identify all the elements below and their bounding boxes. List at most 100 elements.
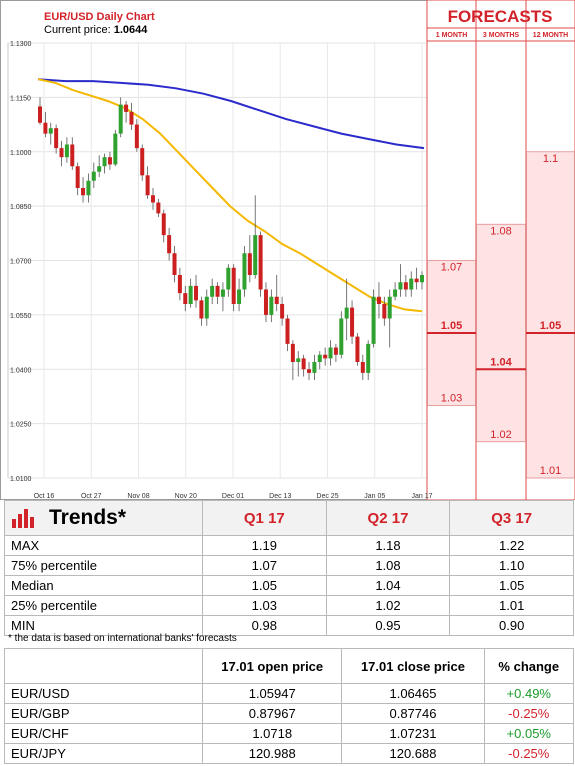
- y-tick-label: 1.0250: [10, 422, 32, 429]
- candle-body: [48, 128, 53, 134]
- value-cell: 1.03: [202, 595, 327, 616]
- value-cell: 1.22: [449, 535, 574, 556]
- y-tick-label: 1.1300: [10, 41, 32, 48]
- candle-body: [290, 343, 295, 362]
- row-label: 25% percentile: [4, 595, 203, 616]
- close-price: 1.07231: [341, 723, 485, 744]
- candle-body: [333, 347, 338, 355]
- current-price-label: Current price:: [44, 24, 114, 36]
- price-row: EUR/USD 1.05947 1.06465 +0.49%: [4, 683, 575, 704]
- pair-label: EUR/GBP: [4, 703, 203, 724]
- trends-table: Trends* Q1 17 Q2 17 Q3 17 MAX 1.19 1.18 1.2…: [4, 500, 574, 636]
- x-tick-label: Jan 17: [411, 493, 432, 500]
- candle-body: [64, 144, 69, 158]
- value-cell: 1.05: [202, 575, 327, 596]
- forecast-median-label: 1.05: [540, 320, 561, 332]
- forecast-high-label: 1.07: [441, 262, 462, 274]
- bar-chart-icon: [12, 509, 34, 529]
- candle-body: [307, 369, 312, 373]
- header-change: % change: [483, 648, 575, 684]
- value-cell: 1.19: [202, 535, 327, 556]
- forecast-median-label: 1.05: [441, 320, 462, 332]
- candle-body: [172, 253, 177, 275]
- trends-row-median: Median 1.05 1.04 1.05: [4, 575, 574, 596]
- candle-body: [263, 289, 268, 315]
- candle-body: [124, 104, 129, 112]
- trends-quarter-3: Q3 17: [449, 500, 574, 536]
- x-tick-label: Oct 16: [34, 493, 55, 500]
- candle-body: [371, 296, 376, 344]
- candle-body: [215, 285, 220, 297]
- candle-body: [339, 318, 344, 355]
- candle-body: [220, 289, 225, 297]
- candle-body: [403, 282, 408, 290]
- close-price: 0.87746: [341, 703, 485, 724]
- trends-row-min: MIN 0.98 0.95 0.90: [4, 615, 574, 636]
- forecast-high-label: 1.1: [543, 153, 558, 165]
- trends-quarter-2: Q2 17: [325, 500, 451, 536]
- trends-title: Trends*: [49, 506, 127, 529]
- candle-body: [269, 296, 274, 315]
- candle-body: [387, 296, 392, 319]
- candle-body: [204, 296, 209, 319]
- row-label: 75% percentile: [4, 555, 203, 576]
- candle-body: [194, 285, 199, 301]
- value-cell: 1.08: [325, 555, 451, 576]
- candle-body: [414, 278, 419, 283]
- value-cell: 0.98: [202, 615, 327, 636]
- candle-body: [376, 296, 381, 304]
- value-cell: 1.05: [449, 575, 574, 596]
- candle-body: [129, 111, 134, 125]
- trends-row-p75: 75% percentile 1.07 1.08 1.10: [4, 555, 574, 576]
- candle-body: [312, 362, 317, 373]
- row-label: MIN: [4, 615, 203, 636]
- trends-header-row: Trends* Q1 17 Q2 17 Q3 17: [4, 500, 574, 536]
- open-price: 1.05947: [201, 683, 343, 704]
- candle-body: [409, 278, 414, 290]
- header-open-price: 17.01 open price: [201, 648, 343, 684]
- candle-body: [183, 293, 188, 304]
- y-tick-label: 1.0700: [10, 259, 32, 266]
- current-price-line: Current price: 1.0644: [44, 24, 148, 36]
- price-row: EUR/JPY 120.988 120.688 -0.25%: [4, 743, 575, 764]
- candle-body: [75, 166, 80, 188]
- forecast-range-box: [476, 223, 526, 443]
- forecast-median-label: 1.04: [490, 356, 512, 368]
- value-cell: 1.10: [449, 555, 574, 576]
- value-cell: 1.01: [449, 595, 574, 616]
- candle-body: [91, 171, 96, 181]
- prices-header-row: 17.01 open price 17.01 close price % cha…: [4, 648, 575, 684]
- candle-body: [107, 157, 112, 165]
- candle-body: [134, 124, 139, 149]
- forecast-column-label: 12 MONTH: [533, 32, 568, 39]
- x-tick-label: Jan 05: [364, 493, 385, 500]
- change-value: -0.25%: [483, 743, 575, 764]
- candle-body: [355, 336, 360, 362]
- candle-body: [366, 343, 371, 373]
- forecast-range-box: [526, 151, 575, 479]
- candle-body: [70, 144, 75, 167]
- y-tick-label: 1.0550: [10, 313, 32, 320]
- candle-body: [323, 354, 328, 359]
- value-cell: 1.04: [325, 575, 451, 596]
- candle-body: [258, 235, 263, 290]
- price-row: EUR/GBP 0.87967 0.87746 -0.25%: [4, 703, 575, 724]
- forecast-low-label: 1.02: [490, 429, 511, 441]
- candle-body: [140, 148, 145, 176]
- change-value: -0.25%: [483, 703, 575, 724]
- forecasts-title: FORECASTS: [448, 7, 553, 26]
- y-tick-label: 1.0100: [10, 476, 32, 483]
- candle-body: [97, 166, 102, 172]
- close-price: 1.06465: [341, 683, 485, 704]
- eurusd-chart: FORECASTS 1 MONTH 3 MONTHS 12 MONTH 1.07 1.05…: [0, 0, 575, 500]
- x-tick-label: Nov 20: [175, 493, 197, 500]
- change-value: +0.05%: [483, 723, 575, 744]
- candle-body: [188, 285, 193, 304]
- candle-body: [177, 275, 182, 294]
- value-cell: 0.90: [449, 615, 574, 636]
- candle-body: [199, 300, 204, 319]
- candle-body: [393, 289, 398, 297]
- candle-body: [360, 362, 365, 373]
- row-label: MAX: [4, 535, 203, 556]
- candle-body: [38, 106, 42, 123]
